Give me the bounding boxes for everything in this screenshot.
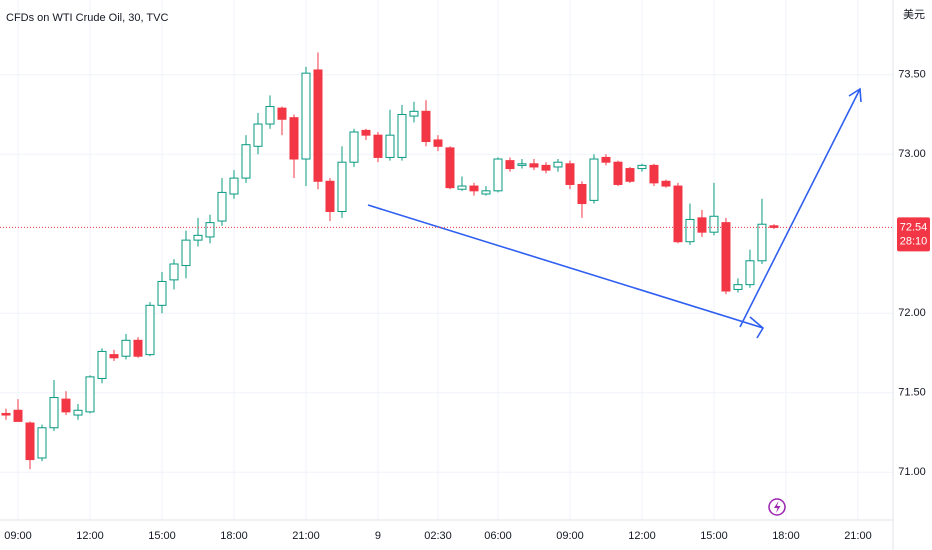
candle-body (469, 185, 479, 192)
currency-label: 美元 (903, 8, 925, 21)
candle-body (253, 123, 263, 147)
candle-body (457, 185, 467, 190)
x-tick-label: 18:00 (220, 530, 248, 542)
candle-body (97, 350, 107, 379)
chart-title: CFDs on WTI Crude Oil, 30, TVC (6, 12, 168, 24)
candle-body (217, 191, 227, 222)
y-tick-label: 73.50 (898, 69, 926, 81)
x-tick-label: 15:00 (148, 530, 176, 542)
candle-body (493, 158, 503, 192)
x-tick-label: 15:00 (700, 530, 728, 542)
x-tick-label: 9 (375, 530, 381, 542)
candle-body (193, 234, 203, 241)
candle-body (145, 304, 155, 356)
candle-body (277, 107, 287, 120)
candle-body (397, 113, 407, 158)
candle-body (373, 134, 383, 158)
candle-body (205, 222, 215, 238)
candle-body (709, 215, 719, 233)
grid (0, 0, 893, 520)
candle-body (361, 129, 371, 136)
candle-body (553, 161, 563, 168)
candle-body (1, 412, 11, 416)
candle-body (265, 106, 275, 125)
candle-body (85, 376, 95, 413)
x-tick-label: 09:00 (4, 530, 32, 542)
candle-body (673, 185, 683, 243)
countdown-label: 28:10 (900, 235, 928, 247)
candle-body (157, 280, 167, 306)
candle-body (445, 147, 455, 189)
candle-body (169, 263, 179, 281)
candle-body (337, 161, 347, 212)
candle-body (517, 163, 527, 166)
candle-body (433, 139, 443, 147)
candle-body (409, 110, 419, 117)
candle-body (385, 134, 395, 158)
candle-body (301, 72, 311, 160)
x-tick-label: 18:00 (772, 530, 800, 542)
candle-body (685, 218, 695, 243)
candle-body (745, 260, 755, 286)
x-tick-label: 12:00 (628, 530, 656, 542)
y-tick-label: 73.00 (898, 148, 926, 160)
candle-body (241, 144, 251, 179)
x-tick-label: 21:00 (844, 530, 872, 542)
candle-body (181, 239, 191, 267)
x-tick-label: 06:00 (484, 530, 512, 542)
candle-body (13, 409, 23, 422)
candle-body (505, 160, 515, 170)
candle-body (661, 180, 671, 187)
candle-body (25, 422, 35, 461)
event-icon (768, 498, 786, 516)
candle-body (769, 225, 779, 228)
candle-body (133, 339, 143, 357)
last-price-box (897, 217, 930, 252)
x-tick-label: 21:00 (292, 530, 320, 542)
last-price-label: 72.54 (900, 221, 928, 233)
candle-body (421, 110, 431, 143)
candle-body (577, 183, 587, 205)
candle-body (757, 223, 767, 262)
candle-body (589, 158, 599, 201)
candle-body (601, 156, 611, 163)
candle-body (61, 398, 71, 413)
candle-body (625, 168, 635, 182)
trend-arrow-down (367, 204, 765, 339)
candle-body (313, 69, 323, 182)
candle-body (637, 164, 647, 170)
candle-body (325, 180, 335, 212)
candle-body (697, 217, 707, 233)
candle-body (349, 131, 359, 163)
trend-arrow-up (739, 87, 862, 328)
candle-body (121, 339, 131, 357)
x-tick-label: 02:30 (424, 530, 452, 542)
candles (1, 52, 779, 470)
candle-body (229, 177, 239, 195)
candle-body (721, 222, 731, 292)
candle-body (289, 117, 299, 160)
candle-body (733, 284, 743, 290)
candle-body (613, 161, 623, 185)
y-tick-label: 72.00 (898, 307, 926, 319)
candle-body (109, 354, 119, 359)
y-tick-label: 71.50 (898, 387, 926, 399)
x-tick-label: 12:00 (76, 530, 104, 542)
candle-body (541, 164, 551, 171)
candle-body (565, 163, 575, 185)
candle-body (73, 409, 83, 416)
x-tick-label: 09:00 (556, 530, 584, 542)
candle-body (649, 164, 659, 184)
candle-body (49, 397, 59, 429)
candle-body (37, 427, 47, 459)
y-tick-label: 71.00 (898, 466, 926, 478)
candle-body (529, 163, 539, 168)
candle-body (481, 190, 491, 195)
